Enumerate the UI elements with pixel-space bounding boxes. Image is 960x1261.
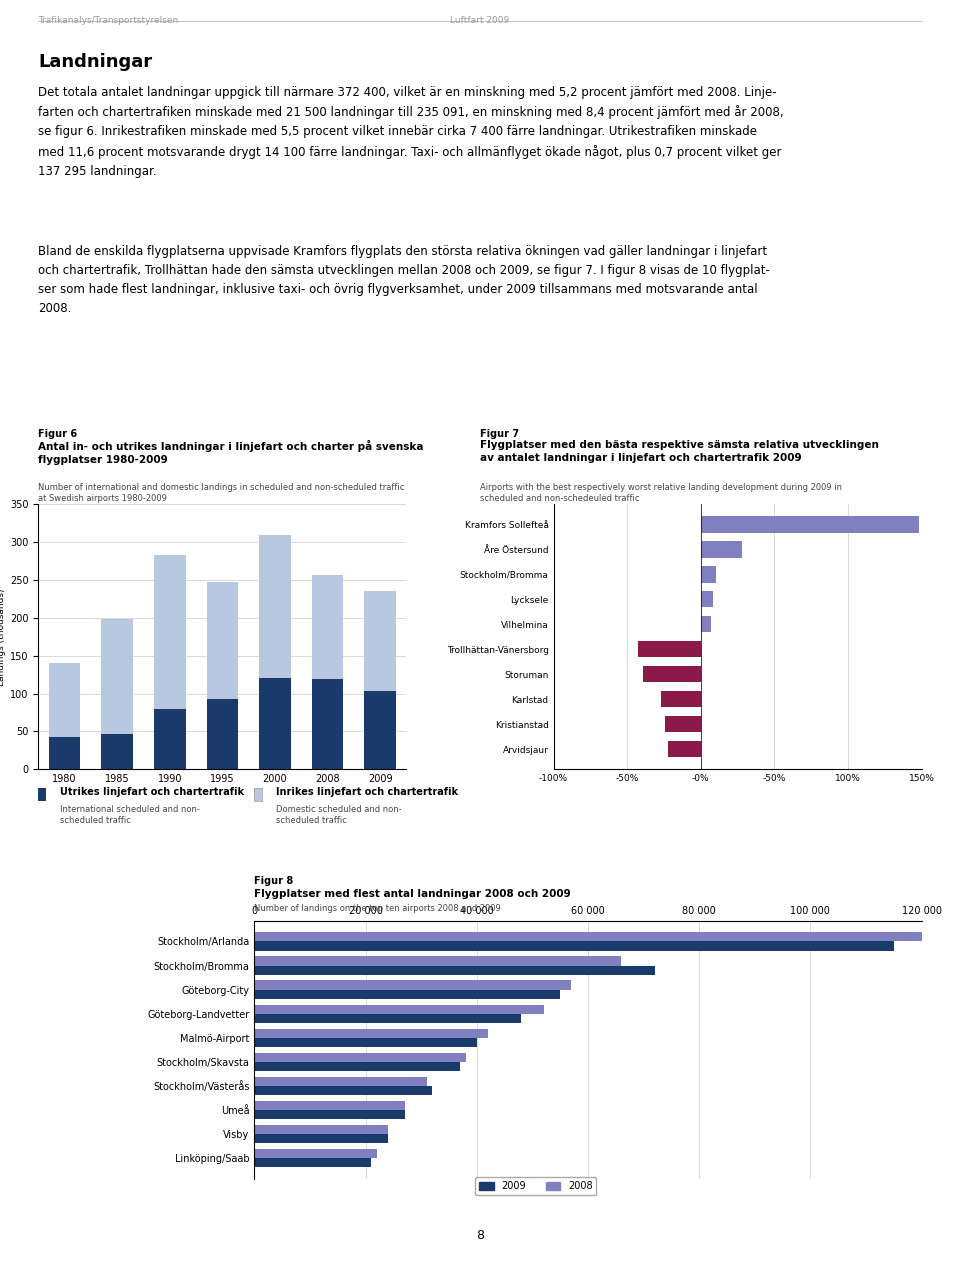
Bar [643,666,701,682]
Bar [312,680,344,769]
Bar [259,536,291,677]
Text: Airports with the best respectively worst relative landing development during 20: Airports with the best respectively wors… [480,483,842,503]
Bar [254,1149,376,1158]
Bar [701,591,712,608]
Bar [254,981,571,990]
Bar [254,990,561,999]
Bar [668,741,701,757]
Bar [254,932,922,942]
Bar [365,591,396,691]
Bar [206,583,238,699]
Bar [154,709,185,769]
Bar [254,1086,432,1095]
Text: Number of landings on the top ten airports 2008 and 2009: Number of landings on the top ten airpor… [254,904,501,913]
Bar [254,1077,427,1086]
Bar [254,966,655,975]
Bar [701,566,715,583]
Text: Landningar: Landningar [38,53,153,71]
Text: Flygplatser med flest antal landningar 2008 och 2009: Flygplatser med flest antal landningar 2… [254,889,571,899]
Bar [254,1110,404,1119]
Legend: 2009, 2008: 2009, 2008 [475,1177,596,1195]
Bar [254,1101,404,1110]
Text: International scheduled and non-
scheduled traffic: International scheduled and non- schedul… [60,805,200,825]
Bar [254,1014,521,1023]
Bar [206,699,238,769]
Text: Number of international and domestic landings in scheduled and non-scheduled tra: Number of international and domestic lan… [38,483,405,503]
Text: Figur 7: Figur 7 [480,429,519,439]
Bar [254,1158,372,1168]
Bar [102,734,133,769]
Bar [254,1029,488,1038]
Bar [254,956,621,966]
Bar [254,1038,477,1047]
Text: Domestic scheduled and non-
scheduled traffic: Domestic scheduled and non- scheduled tr… [276,805,401,825]
Text: Trafikanalys/Transportstyrelsen: Trafikanalys/Transportstyrelsen [38,16,179,25]
Bar [665,716,701,733]
Text: Luftfart 2009: Luftfart 2009 [450,16,510,25]
Bar [365,691,396,769]
Bar [254,1125,388,1134]
Bar [637,641,701,657]
Bar [701,517,919,532]
Text: 8: 8 [476,1229,484,1242]
Y-axis label: Landningar (tusental)
Landings (thousands): Landningar (tusental) Landings (thousand… [0,588,6,686]
Bar [312,575,344,680]
Bar [259,677,291,769]
Text: Flygplatser med den bästa respektive sämsta relativa utvecklingen
av antalet lan: Flygplatser med den bästa respektive säm… [480,440,878,463]
Text: Antal in- och utrikes landningar i linjefart och charter på svenska
flygplatser : Antal in- och utrikes landningar i linje… [38,440,424,465]
Bar [254,942,894,951]
Bar [254,1134,388,1144]
Bar [701,617,711,633]
Bar [154,555,185,709]
Bar [701,541,742,557]
Text: Utrikes linjefart och chartertrafik: Utrikes linjefart och chartertrafik [60,787,244,797]
Bar [49,662,81,738]
Text: Figur 6: Figur 6 [38,429,78,439]
Bar [254,1062,460,1071]
Bar [102,619,133,734]
Bar [254,1005,543,1014]
Bar [661,691,701,707]
Text: Inrikes linjefart och chartertrafik: Inrikes linjefart och chartertrafik [276,787,458,797]
Text: Bland de enskilda flygplatserna uppvisade Kramfors flygplats den största relativ: Bland de enskilda flygplatserna uppvisad… [38,245,770,315]
Bar [49,738,81,769]
Text: Det totala antalet landningar uppgick till närmare 372 400, vilket är en minskni: Det totala antalet landningar uppgick ti… [38,86,784,178]
Text: Figur 8: Figur 8 [254,876,294,886]
Bar [254,1053,466,1062]
